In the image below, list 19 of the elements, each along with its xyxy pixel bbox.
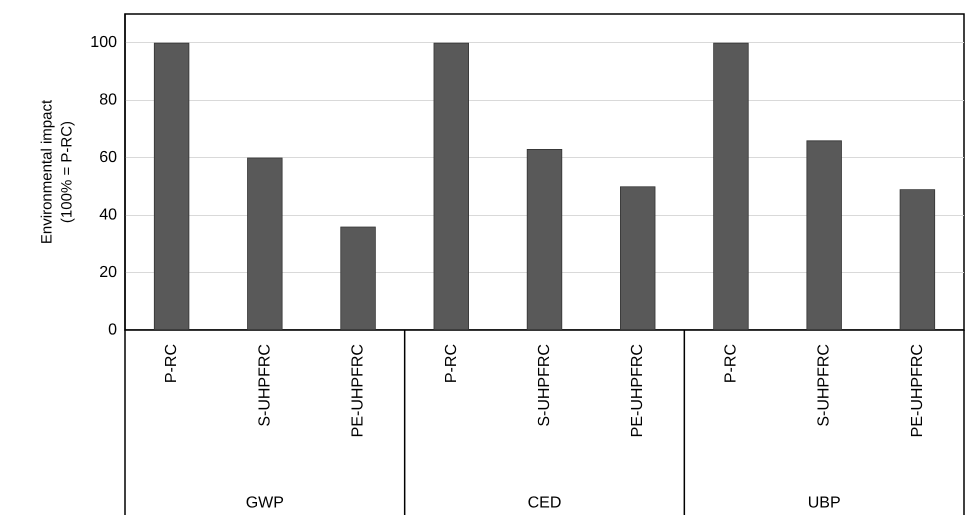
- text: UBP: [808, 494, 841, 512]
- x-tick-label: S-UHPFRC: [256, 344, 274, 427]
- x-tick-label: PE-UHPFRC: [350, 344, 367, 438]
- y-axis-title: Environmental impact (100% = P-RC): [38, 99, 76, 244]
- x-tick-label: P-RC: [163, 344, 180, 384]
- y-tick-label: 20: [99, 264, 118, 282]
- x-tick-label: P-RC: [442, 344, 460, 384]
- y-tick-label: 60: [99, 149, 118, 166]
- y-tick-label: 100: [90, 34, 118, 52]
- text: CED: [528, 494, 562, 512]
- x-tick-label: P-RC: [722, 344, 740, 384]
- y-tick-label: 80: [99, 92, 118, 109]
- y-tick-label: 0: [108, 322, 118, 338]
- x-tick-label: PE-UHPFRC: [629, 344, 646, 438]
- text: GWP: [246, 494, 284, 512]
- x-tick-label: S-UHPFRC: [816, 344, 833, 427]
- x-tick-label: PE-UHPFRC: [908, 344, 926, 438]
- x-tick-label: S-UHPFRC: [536, 344, 553, 427]
- y-tick-label: 40: [99, 206, 118, 224]
